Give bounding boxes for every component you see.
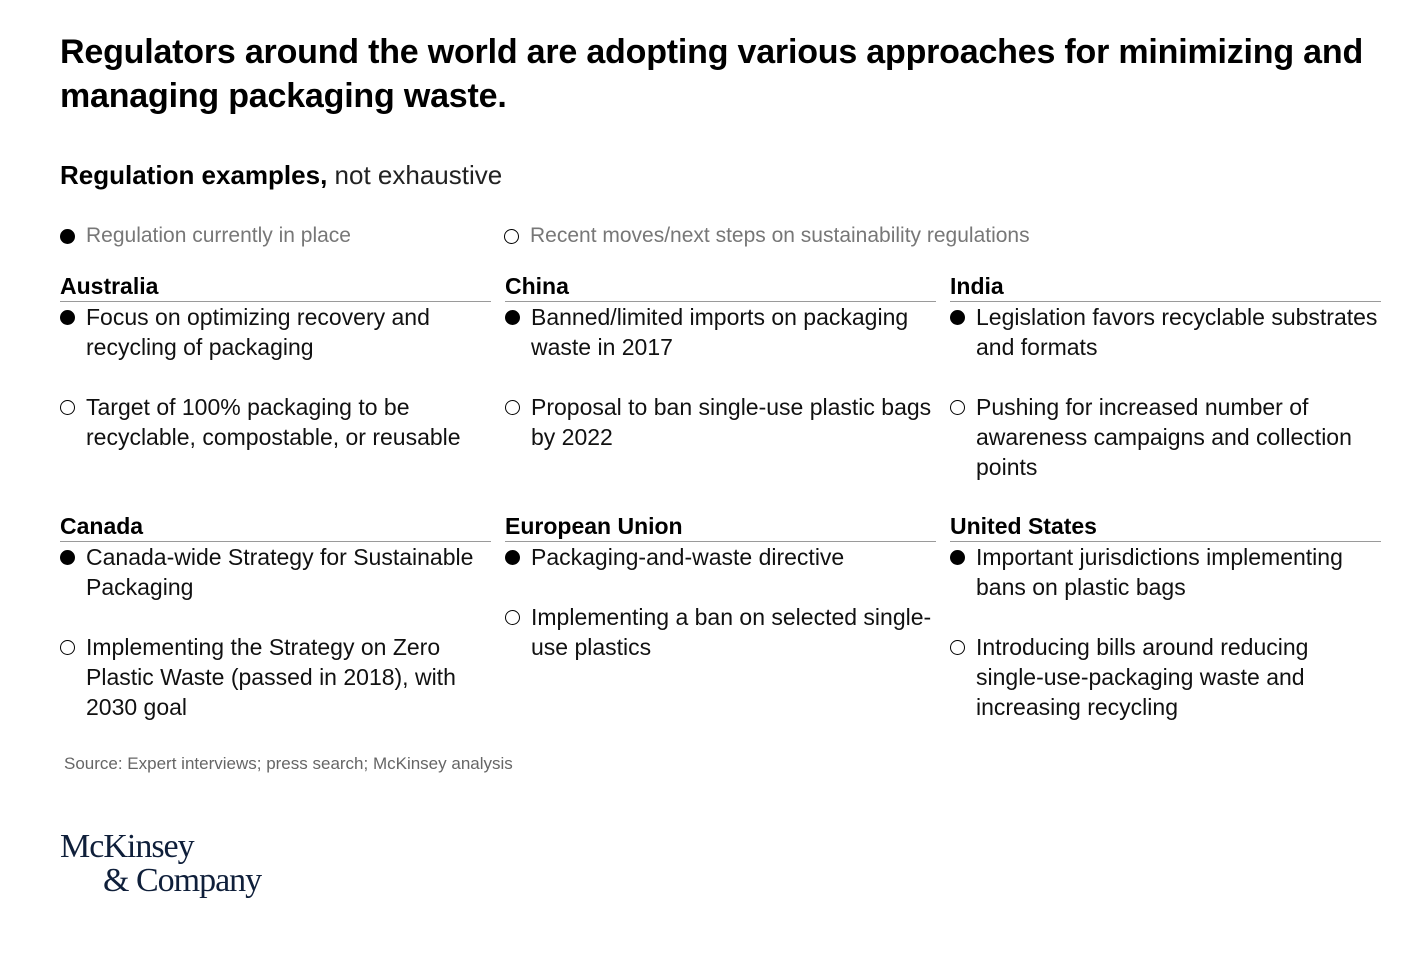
bullet-next-step: Implementing a ban on selected single-us… — [505, 602, 936, 662]
bullet-text: Packaging-and-waste directive — [531, 544, 845, 570]
bullet-text: Implementing the Strategy on Zero Plasti… — [86, 634, 456, 720]
subtitle-qualifier: not exhaustive — [334, 160, 503, 190]
bullet-in-place: Focus on optimizing recovery and recycli… — [60, 302, 491, 362]
bullet-text: Banned/limited imports on packaging wast… — [531, 304, 909, 360]
subtitle-bold: Regulation examples, — [60, 160, 328, 190]
bullet-next-step: Introducing bills around reducing single… — [950, 632, 1381, 722]
bullet-in-place: Legislation favors recyclable substrates… — [950, 302, 1381, 362]
filled-circle-icon — [950, 550, 965, 565]
filled-circle-icon — [60, 228, 75, 244]
legend-label-in-place: Regulation currently in place — [86, 224, 351, 247]
legend-label-next-steps: Recent moves/next steps on sustainabilit… — [530, 224, 1030, 247]
bullet-text: Canada-wide Strategy for Sustainable Pac… — [86, 544, 474, 600]
section-subtitle: Regulation examples, not exhaustive — [60, 158, 502, 192]
hollow-circle-icon — [504, 228, 519, 244]
filled-circle-icon — [60, 550, 75, 565]
region-australia: Australia Focus on optimizing recovery a… — [60, 271, 491, 452]
bullet-text: Focus on optimizing recovery and recycli… — [86, 304, 430, 360]
bullet-in-place: Canada-wide Strategy for Sustainable Pac… — [60, 542, 491, 602]
bullet-text: Pushing for increased number of awarenes… — [976, 394, 1352, 480]
region-name: European Union — [505, 511, 936, 542]
logo-line-1: McKinsey — [60, 828, 195, 865]
hollow-circle-icon — [60, 640, 75, 655]
region-name: Canada — [60, 511, 491, 542]
filled-circle-icon — [505, 310, 520, 325]
filled-circle-icon — [505, 550, 520, 565]
bullet-in-place: Banned/limited imports on packaging wast… — [505, 302, 936, 362]
region-european-union: European Union Packaging-and-waste direc… — [505, 511, 936, 662]
region-name: Australia — [60, 271, 491, 302]
bullet-text: Implementing a ban on selected single-us… — [531, 604, 932, 660]
bullet-text: Target of 100% packaging to be recyclabl… — [86, 394, 461, 450]
region-united-states: United States Important jurisdictions im… — [950, 511, 1381, 722]
bullet-in-place: Packaging-and-waste directive — [505, 542, 936, 572]
legend-item-next-steps: Recent moves/next steps on sustainabilit… — [504, 222, 1030, 250]
bullet-text: Proposal to ban single-use plastic bags … — [531, 394, 932, 450]
hollow-circle-icon — [60, 400, 75, 415]
region-china: China Banned/limited imports on packagin… — [505, 271, 936, 452]
mckinsey-logo: McKinsey & Company — [60, 828, 262, 899]
legend: Regulation currently in place Recent mov… — [60, 222, 1380, 250]
bullet-text: Important jurisdictions implementing ban… — [976, 544, 1343, 600]
logo-line-2: & Company — [103, 862, 262, 899]
filled-circle-icon — [950, 310, 965, 325]
bullet-next-step: Target of 100% packaging to be recyclabl… — [60, 392, 491, 452]
bullet-next-step: Implementing the Strategy on Zero Plasti… — [60, 632, 491, 722]
region-canada: Canada Canada-wide Strategy for Sustaina… — [60, 511, 491, 722]
hollow-circle-icon — [950, 400, 965, 415]
hollow-circle-icon — [505, 400, 520, 415]
region-name: India — [950, 271, 1381, 302]
legend-item-in-place: Regulation currently in place — [60, 222, 351, 250]
region-name: United States — [950, 511, 1381, 542]
bullet-in-place: Important jurisdictions implementing ban… — [950, 542, 1381, 602]
hollow-circle-icon — [505, 610, 520, 625]
bullet-next-step: Pushing for increased number of awarenes… — [950, 392, 1381, 482]
page-title: Regulators around the world are adopting… — [60, 33, 1364, 115]
bullet-text: Introducing bills around reducing single… — [976, 634, 1309, 720]
bullet-text: Legislation favors recyclable substrates… — [976, 304, 1378, 360]
region-name: China — [505, 271, 936, 302]
region-india: India Legislation favors recyclable subs… — [950, 271, 1381, 482]
source-note: Source: Expert interviews; press search;… — [64, 754, 513, 773]
hollow-circle-icon — [950, 640, 965, 655]
bullet-next-step: Proposal to ban single-use plastic bags … — [505, 392, 936, 452]
filled-circle-icon — [60, 310, 75, 325]
